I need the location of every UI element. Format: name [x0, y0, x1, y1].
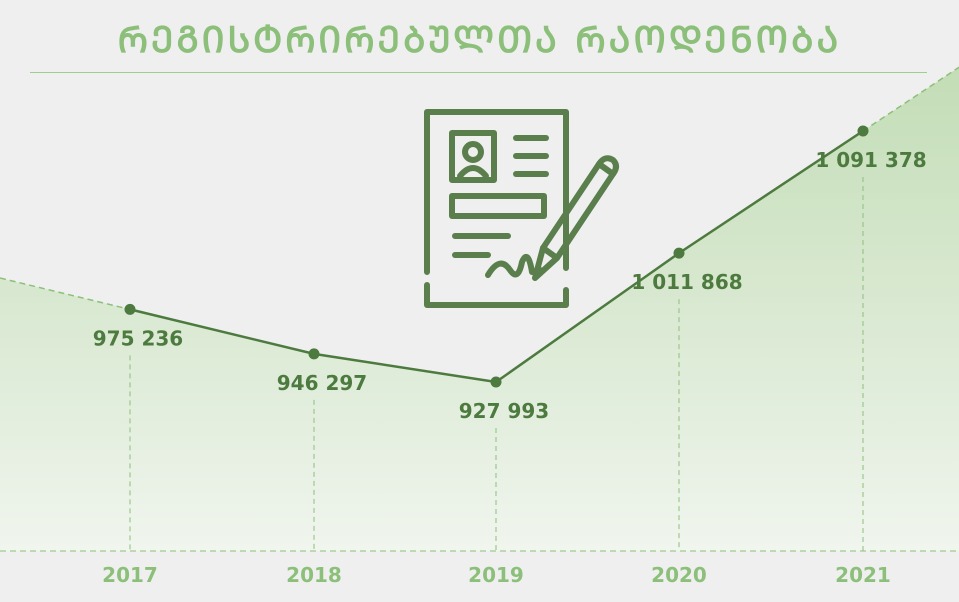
- data-point: [857, 125, 869, 137]
- data-point: [308, 348, 320, 360]
- value-label: 1 011 868: [631, 270, 742, 294]
- value-label: 927 993: [459, 399, 549, 423]
- x-tick-label: 2021: [835, 563, 891, 587]
- chart-title: ᲠᲔᲒᲘᲡᲢᲠᲘᲠᲔᲑᲣᲚᲗᲐ ᲠᲐᲝᲓᲔᲜᲝᲑᲐ: [117, 20, 842, 61]
- data-point: [673, 247, 685, 259]
- data-point: [124, 303, 136, 315]
- area-edge-left: [0, 277, 131, 311]
- drop-lines: [129, 177, 864, 551]
- data-points: [124, 125, 869, 388]
- x-tick-label: 2019: [468, 563, 524, 587]
- data-point: [490, 376, 502, 388]
- value-label: 975 236: [93, 326, 183, 350]
- title-divider: [30, 72, 927, 73]
- value-labels: 975 236 946 297 927 993 1 011 868 1 091 378: [93, 148, 927, 423]
- x-tick-label: 2018: [286, 563, 342, 587]
- document-signature-icon: [424, 109, 619, 308]
- value-label: 1 091 378: [815, 148, 926, 172]
- x-tick-labels: 2017 2018 2019 2020 2021: [102, 563, 891, 587]
- x-tick-label: 2020: [651, 563, 707, 587]
- value-label: 946 297: [277, 371, 367, 395]
- x-tick-label: 2017: [102, 563, 158, 587]
- area-fill: [0, 67, 959, 552]
